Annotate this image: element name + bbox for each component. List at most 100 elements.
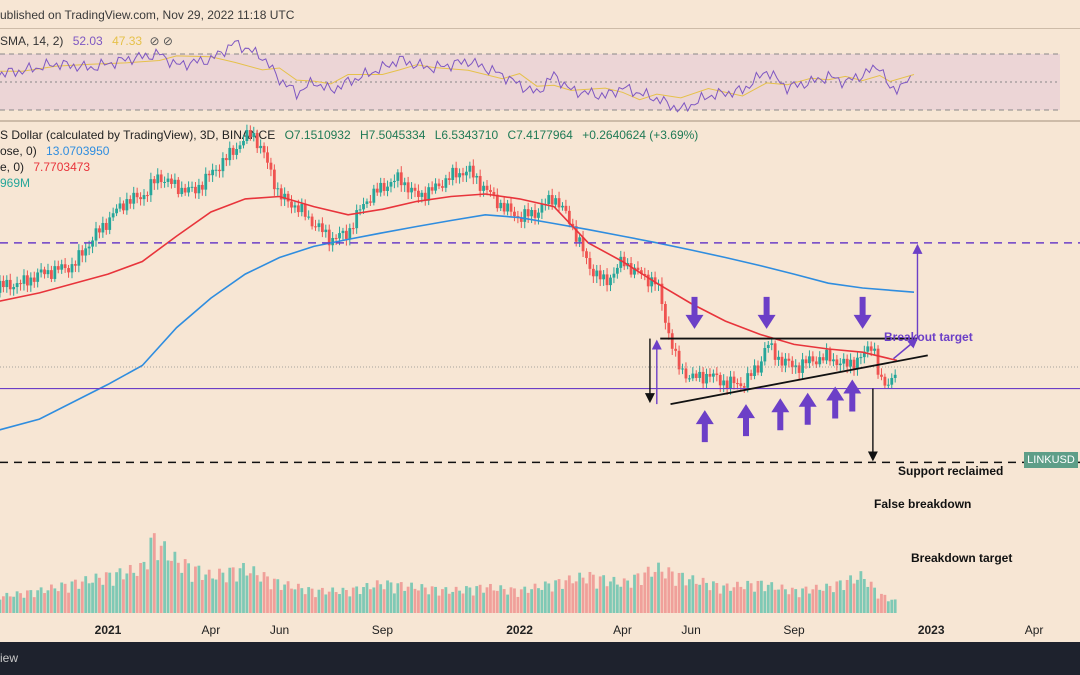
volume-bar: [849, 575, 852, 613]
candle-body: [1, 280, 5, 288]
volume-bar: [25, 590, 29, 613]
candle-body: [344, 230, 348, 239]
candle-body: [403, 182, 407, 186]
volume-bar: [180, 572, 184, 613]
volume-bar: [773, 589, 777, 613]
candle-body: [303, 203, 307, 217]
symbol-title: S Dollar (calculated by TradingView), 3D…: [0, 128, 276, 142]
panel-separator[interactable]: [0, 120, 1080, 122]
candle-body: [362, 204, 365, 210]
candle-body: [314, 226, 317, 228]
touch-arrow-top-3: [853, 296, 872, 329]
candle-body: [149, 179, 153, 196]
volume-bar: [104, 572, 108, 613]
candle-body: [602, 274, 606, 280]
candle-body: [890, 377, 894, 385]
candle-body: [585, 251, 588, 259]
volume-bar: [818, 589, 822, 613]
candle-body: [670, 333, 674, 349]
volume-bar: [70, 581, 74, 613]
candle-body: [622, 256, 626, 267]
volume-bar: [228, 567, 232, 613]
candle-body: [8, 279, 12, 290]
volume-bar: [80, 581, 84, 613]
candle-body: [451, 167, 455, 181]
volume-bar: [547, 583, 551, 613]
volume-bar: [790, 587, 794, 613]
volume-bar: [626, 580, 630, 613]
candle-body: [862, 351, 866, 358]
candle-body: [880, 374, 883, 377]
candle-body: [307, 216, 311, 218]
moving-averages: [0, 193, 915, 431]
volume-bar: [660, 571, 664, 613]
volume-bar: [615, 584, 619, 613]
ma200-label: ose, 0): [0, 144, 37, 158]
candle-body: [842, 358, 846, 364]
candle-body: [814, 361, 818, 365]
time-axis[interactable]: 2021 Apr Jun Sep 2022 Apr Jun Sep 2023 Apr: [0, 618, 1080, 642]
volume-bar: [331, 587, 335, 613]
volume-bar: [375, 580, 379, 613]
volume-bar: [351, 587, 355, 613]
candle-body: [200, 184, 204, 190]
candle-body: [835, 359, 839, 366]
eye-icon[interactable]: ⊘: [149, 34, 160, 48]
volume-bar: [526, 592, 530, 613]
candle-body: [489, 189, 492, 192]
volume-bar: [883, 594, 887, 613]
candle-body: [423, 192, 427, 201]
candle-body: [660, 283, 664, 305]
candle-body: [845, 358, 849, 367]
candle-body: [173, 179, 177, 184]
candle-body: [197, 184, 201, 194]
candle-body: [574, 226, 578, 242]
breakout-target-label: Breakout target: [884, 330, 973, 344]
candle-body: [554, 198, 558, 205]
volume-bar: [170, 560, 173, 613]
volume-bar: [15, 591, 19, 613]
volume-bar: [598, 576, 602, 613]
volume-bar: [835, 581, 839, 613]
volume-bar: [307, 587, 311, 613]
volume-bar: [200, 579, 204, 613]
candle-body: [876, 348, 880, 375]
rsi-value: 52.03: [72, 34, 103, 48]
volume-bar: [622, 578, 626, 613]
volume-bar: [77, 588, 81, 613]
candle-body: [760, 361, 763, 373]
volume-bar: [736, 581, 739, 613]
candle-body: [681, 368, 684, 370]
volume-bar: [118, 568, 122, 613]
volume-bar: [705, 582, 708, 613]
price-chart[interactable]: [0, 122, 1080, 618]
volume-bar: [506, 594, 509, 613]
candle-body: [588, 258, 592, 269]
volume-bar: [344, 589, 348, 613]
volume-bar: [749, 583, 753, 613]
candle-body: [36, 272, 40, 282]
candle-body: [495, 194, 499, 209]
volume-bar: [0, 599, 2, 613]
candle-body: [382, 182, 386, 191]
candle-body: [290, 201, 293, 208]
candle-body: [849, 359, 852, 367]
rsi-panel[interactable]: [0, 29, 1080, 120]
candle-body: [639, 270, 643, 275]
candle-body: [547, 195, 551, 205]
candle-body: [749, 373, 753, 376]
candle-body: [74, 264, 77, 266]
volume-bar: [478, 584, 482, 613]
candle-body: [478, 175, 482, 191]
candle-body: [310, 216, 314, 227]
volume-bar: [379, 584, 383, 613]
candle-body: [550, 195, 554, 205]
settings-icon[interactable]: ⊘: [162, 34, 173, 48]
volume-bar: [279, 589, 283, 613]
touch-arrow-top-1: [685, 296, 704, 329]
candle-body: [886, 384, 890, 386]
published-text: ublished on TradingView.com, Nov 29, 202…: [0, 8, 295, 22]
volume-bar: [633, 574, 636, 613]
time-tick-1: Apr: [201, 623, 221, 637]
volume-bar: [784, 589, 787, 613]
